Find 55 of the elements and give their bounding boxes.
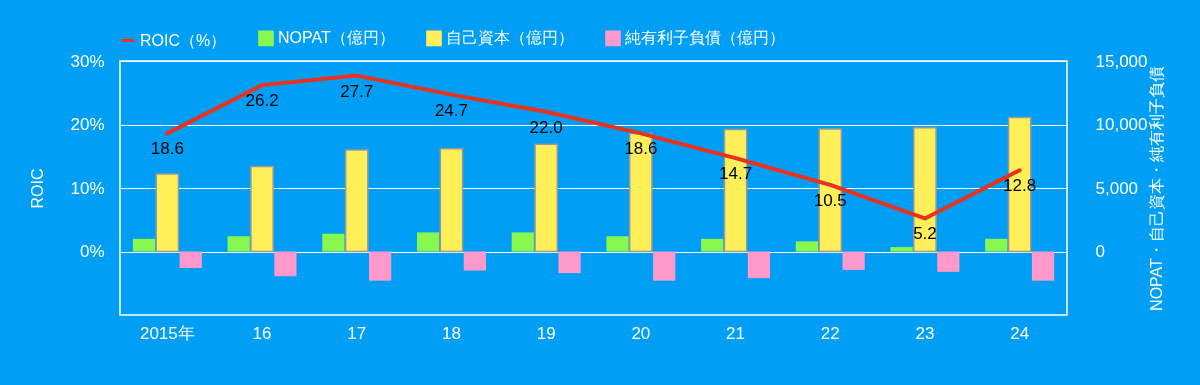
- y2-tick-label: 10,000: [1095, 115, 1148, 134]
- legend-label: NOPAT（億円）: [278, 29, 395, 47]
- y-tick-label: 10%: [70, 178, 105, 198]
- bar: [250, 165, 274, 253]
- y2-tick-label: 15,000: [1095, 51, 1148, 71]
- x-tick-label: 21: [726, 323, 746, 343]
- x-tick-label: 20: [631, 323, 651, 343]
- bar: [795, 241, 818, 252]
- bar: [558, 251, 581, 274]
- data-label: 18.6: [150, 139, 184, 159]
- data-label: 24.7: [434, 100, 468, 120]
- y-tick-label: 0%: [79, 242, 105, 261]
- bar: [653, 251, 676, 281]
- bar: [1031, 251, 1055, 281]
- x-tick-label: 18: [441, 323, 461, 343]
- data-label: 27.7: [340, 81, 374, 101]
- x-tick-label: 17: [347, 323, 367, 343]
- bar: [274, 251, 297, 277]
- bar: [132, 238, 156, 252]
- bar: [534, 143, 559, 253]
- x-tick-label: 19: [536, 323, 556, 343]
- bar: [606, 236, 629, 252]
- bar: [747, 251, 771, 279]
- bar: [155, 173, 180, 253]
- bar: [344, 149, 369, 253]
- legend-label: 自己資本（億円）: [446, 29, 574, 47]
- y2-tick-label: 0: [1095, 242, 1105, 261]
- bar: [511, 232, 534, 252]
- x-tick-label: 16: [252, 323, 272, 343]
- bar: [913, 126, 937, 253]
- bar: [463, 251, 486, 271]
- y2-axis-title: NOPAT・自己資本・純有利子負債: [1148, 66, 1166, 311]
- bar: [890, 247, 913, 252]
- x-tick-label: 2015年: [139, 323, 195, 343]
- y-axis-title: ROIC: [29, 168, 47, 209]
- y-tick-label: 30%: [70, 51, 105, 71]
- bar: [369, 251, 392, 281]
- data-label: 26.2: [245, 91, 279, 111]
- bar: [842, 251, 865, 270]
- bar: [227, 236, 250, 252]
- x-tick-label: 24: [1010, 323, 1030, 343]
- x-tick-label: 23: [915, 323, 935, 343]
- legend-label: ROIC（%）: [140, 31, 227, 49]
- bar: [439, 147, 464, 253]
- bar: [937, 251, 960, 272]
- bar: [416, 232, 440, 252]
- y2-tick-label: 5,000: [1095, 178, 1139, 198]
- bar: [179, 251, 202, 269]
- bar: [322, 233, 345, 252]
- bar: [985, 238, 1008, 252]
- legend-label: 純有利子負債（億円）: [625, 29, 785, 47]
- x-tick-label: 22: [820, 323, 840, 343]
- y-tick-label: 20%: [70, 115, 105, 134]
- data-label: 5.2: [913, 224, 937, 244]
- bar: [701, 238, 724, 252]
